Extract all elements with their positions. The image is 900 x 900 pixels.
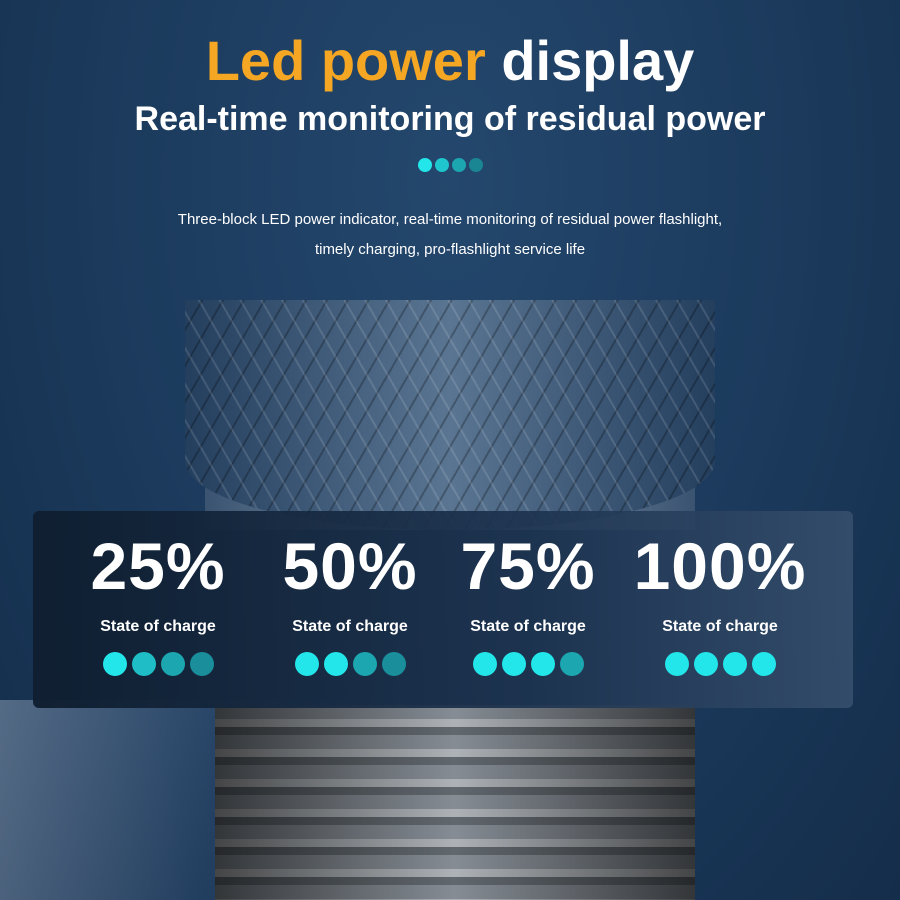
charge-level: 50% State of charge bbox=[240, 528, 460, 676]
led-dot-icon bbox=[418, 158, 432, 172]
charge-led-dots bbox=[102, 652, 214, 676]
flashlight-head-knurled bbox=[185, 300, 715, 530]
led-dot-icon bbox=[501, 652, 526, 676]
subheadline: Real-time monitoring of residual power bbox=[134, 100, 766, 138]
led-dot-icon bbox=[352, 652, 377, 676]
charge-led-dots bbox=[294, 652, 406, 676]
led-dot-icon bbox=[160, 652, 185, 676]
headline: Led power display bbox=[205, 29, 695, 92]
charge-label: State of charge bbox=[292, 618, 408, 635]
led-dot-icon bbox=[435, 158, 449, 172]
led-dot-icon bbox=[693, 652, 718, 676]
led-dot-icon bbox=[381, 652, 406, 676]
led-dot-icon bbox=[530, 652, 555, 676]
led-dot-icon bbox=[664, 652, 689, 676]
led-dot-icon bbox=[472, 652, 497, 676]
description: Three-block LED power indicator, real-ti… bbox=[177, 211, 723, 258]
led-dot-icon bbox=[102, 652, 127, 676]
charge-level: 25% State of charge bbox=[48, 528, 268, 676]
led-dot-icon bbox=[559, 652, 584, 676]
led-dot-icon bbox=[722, 652, 747, 676]
charge-percent: 50% bbox=[282, 529, 418, 603]
charge-level: 100% State of charge bbox=[610, 528, 830, 676]
charge-percent: 75% bbox=[460, 529, 596, 603]
charge-label: State of charge bbox=[470, 618, 586, 635]
led-dot-icon bbox=[294, 652, 319, 676]
charge-percent: 100% bbox=[633, 529, 807, 603]
led-dot-icon bbox=[131, 652, 156, 676]
charge-led-dots bbox=[472, 652, 584, 676]
charge-level: 75% State of charge bbox=[418, 528, 638, 676]
charge-led-dots bbox=[664, 652, 776, 676]
charge-label: State of charge bbox=[662, 618, 778, 635]
header-led-dots bbox=[418, 158, 483, 172]
led-dot-icon bbox=[189, 652, 214, 676]
charge-label: State of charge bbox=[100, 618, 216, 635]
led-dot-icon bbox=[469, 158, 483, 172]
led-dot-icon bbox=[452, 158, 466, 172]
charge-percent: 25% bbox=[90, 529, 226, 603]
flashlight-body bbox=[215, 705, 695, 900]
led-dot-icon bbox=[751, 652, 776, 676]
led-dot-icon bbox=[323, 652, 348, 676]
